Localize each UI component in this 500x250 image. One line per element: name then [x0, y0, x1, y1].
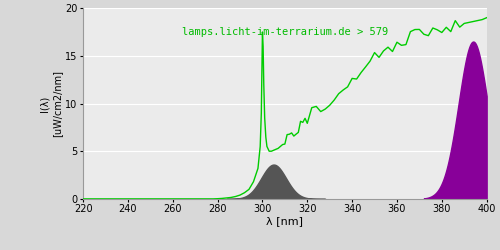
X-axis label: λ [nm]: λ [nm]: [266, 216, 304, 226]
Y-axis label: I(λ)
[uW/cm2/nm]: I(λ) [uW/cm2/nm]: [39, 70, 62, 137]
Text: lamps.licht-im-terrarium.de > 579: lamps.licht-im-terrarium.de > 579: [182, 27, 388, 37]
